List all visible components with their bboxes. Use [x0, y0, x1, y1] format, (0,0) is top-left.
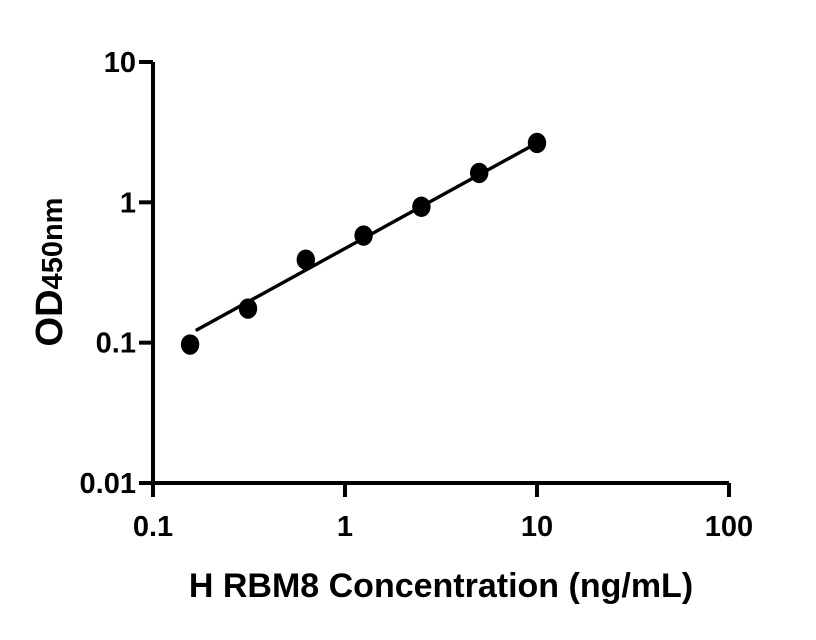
x-tick-label: 10	[521, 511, 553, 543]
x-tick-label: 100	[705, 511, 753, 543]
axes	[151, 62, 729, 497]
data-point	[527, 132, 547, 154]
y-axis-title: OD450nm	[29, 198, 71, 347]
y-tick-label: 10	[104, 47, 136, 79]
x-tick-label: 0.1	[133, 511, 173, 543]
data-point	[470, 162, 489, 184]
x-tick-label: 1	[337, 511, 353, 543]
data-point	[180, 334, 200, 355]
data-point	[354, 225, 373, 246]
x-axis-ticks: 0.1 1 10 100	[133, 483, 753, 543]
x-axis-title: H RBM8 Concentration (ng/mL)	[189, 567, 693, 605]
data-point	[412, 196, 431, 217]
y-axis-ticks: 0.01 0.1 1 10	[80, 47, 153, 500]
y-axis-title-sub: 450nm	[37, 198, 69, 290]
data-points-group	[180, 132, 547, 355]
y-tick-label: 1	[120, 187, 136, 219]
data-point	[296, 249, 316, 270]
data-point	[238, 298, 258, 319]
y-tick-label: 0.1	[96, 328, 136, 360]
y-tick-label: 0.01	[80, 468, 136, 500]
y-axis-title-main: OD	[29, 289, 71, 346]
